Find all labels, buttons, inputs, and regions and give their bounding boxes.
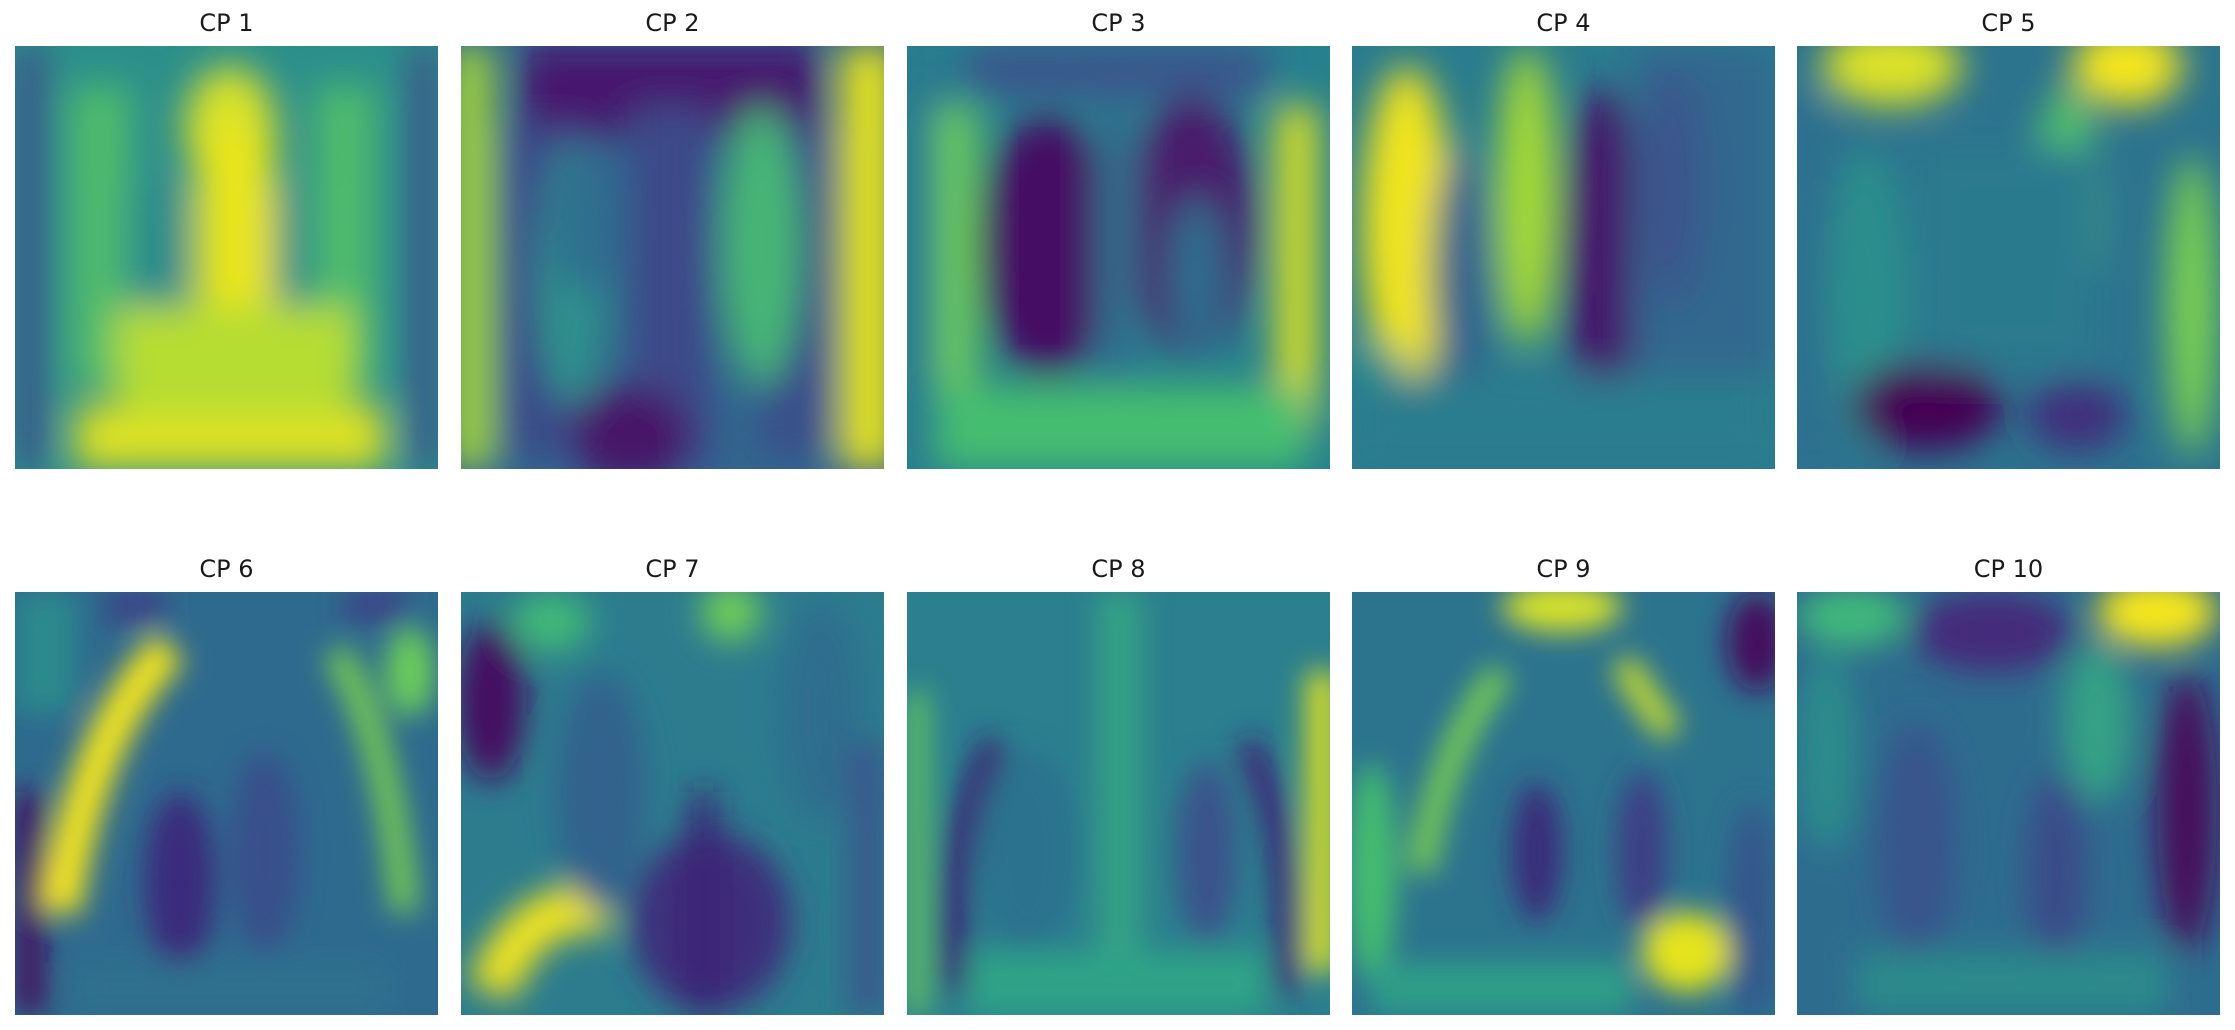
- panel-cp-2: CP 2: [461, 9, 884, 469]
- heatmap-image: [1797, 592, 2220, 1015]
- panel-cp-4: CP 4: [1352, 9, 1775, 469]
- heatmap-image: [907, 46, 1330, 469]
- panel-cp-6: CP 6: [15, 555, 438, 1015]
- heatmap-image: [1352, 46, 1775, 469]
- panel-title: CP 3: [1091, 9, 1146, 37]
- panel-cp-5: CP 5: [1797, 9, 2220, 469]
- panel-cp-1: CP 1: [15, 9, 438, 469]
- panel-title: CP 10: [1973, 555, 2044, 583]
- panel-cp-7: CP 7: [461, 555, 884, 1015]
- panel-title: CP 8: [1091, 555, 1146, 583]
- panel-cp-10: CP 10: [1797, 555, 2220, 1015]
- panel-cp-3: CP 3: [907, 9, 1330, 469]
- panel-title: CP 7: [645, 555, 700, 583]
- panel-title: CP 6: [199, 555, 254, 583]
- panel-title: CP 2: [645, 9, 700, 37]
- panel-title: CP 4: [1536, 9, 1591, 37]
- heatmap-image: [907, 592, 1330, 1015]
- panel-title: CP 5: [1981, 9, 2036, 37]
- panel-cp-9: CP 9: [1352, 555, 1775, 1015]
- heatmap-image: [15, 46, 438, 469]
- panel-title: CP 9: [1536, 555, 1591, 583]
- heatmap-image: [1352, 592, 1775, 1015]
- panel-cp-8: CP 8: [907, 555, 1330, 1015]
- heatmap-image: [461, 46, 884, 469]
- panel-title: CP 1: [199, 9, 254, 37]
- heatmap-image: [15, 592, 438, 1015]
- heatmap-image: [1797, 46, 2220, 469]
- heatmap-image: [461, 592, 884, 1015]
